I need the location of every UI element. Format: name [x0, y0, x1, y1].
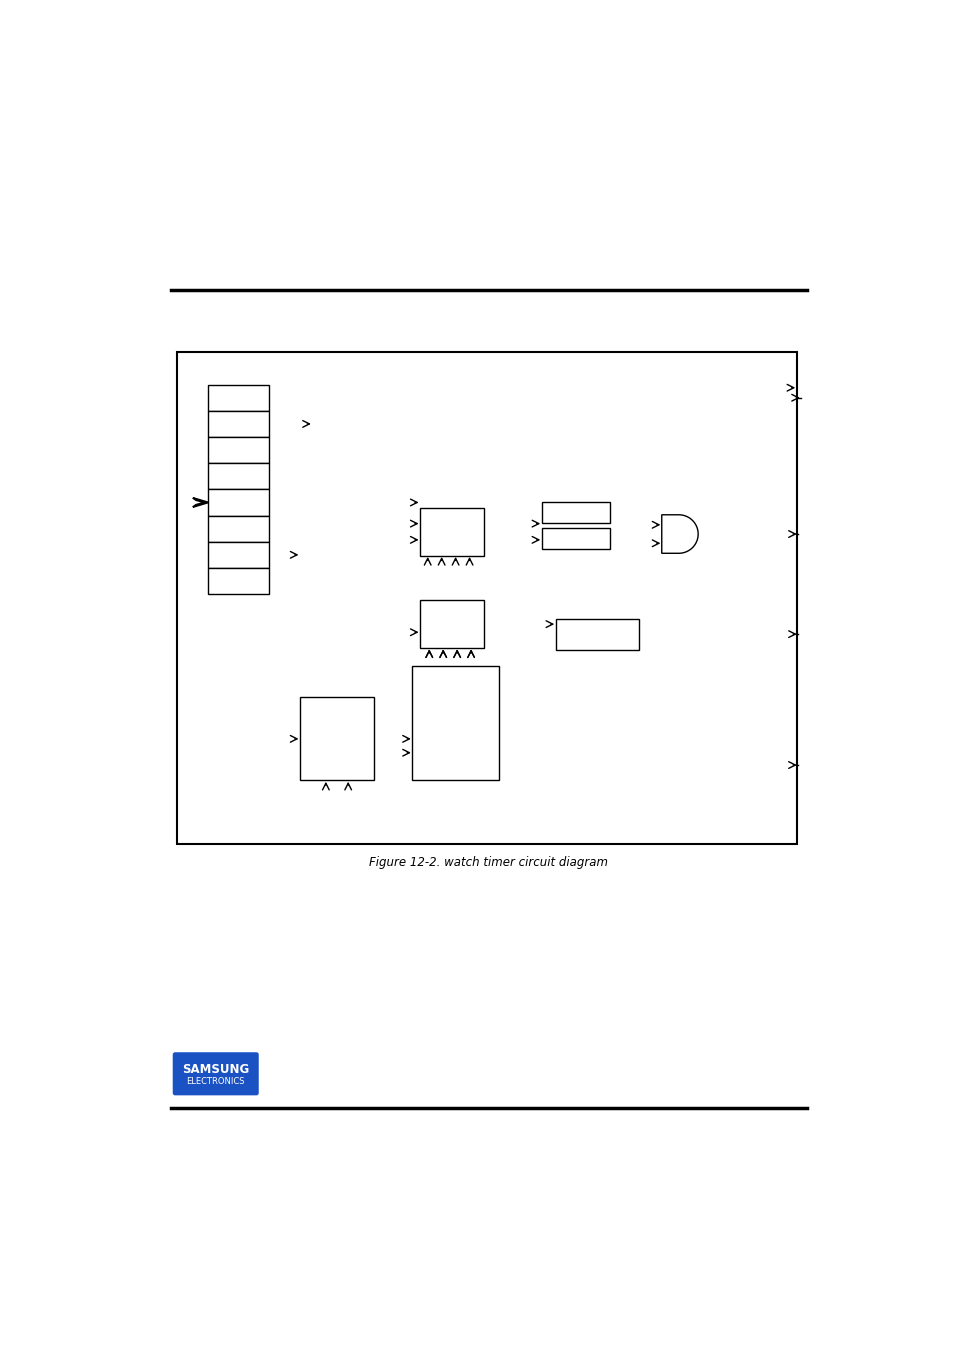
Bar [208, 542, 269, 567]
Polygon shape [661, 515, 698, 554]
Bar [555, 619, 639, 650]
Bar [208, 411, 269, 436]
Text: ELECTRONICS: ELECTRONICS [186, 1077, 245, 1086]
Bar [208, 463, 269, 489]
Bar [541, 501, 609, 523]
Bar [419, 600, 483, 648]
Bar [419, 508, 483, 555]
Bar [299, 697, 374, 781]
Bar [208, 489, 269, 516]
Text: Figure 12-2. watch timer circuit diagram: Figure 12-2. watch timer circuit diagram [369, 857, 608, 869]
Text: SAMSUNG: SAMSUNG [182, 1063, 249, 1075]
Bar [541, 528, 609, 550]
Bar [208, 516, 269, 542]
Bar [412, 666, 498, 781]
Bar [177, 351, 797, 844]
Bar [208, 385, 269, 411]
Polygon shape [193, 497, 208, 507]
Bar [208, 567, 269, 594]
Bar [208, 436, 269, 463]
FancyBboxPatch shape [172, 1052, 258, 1096]
